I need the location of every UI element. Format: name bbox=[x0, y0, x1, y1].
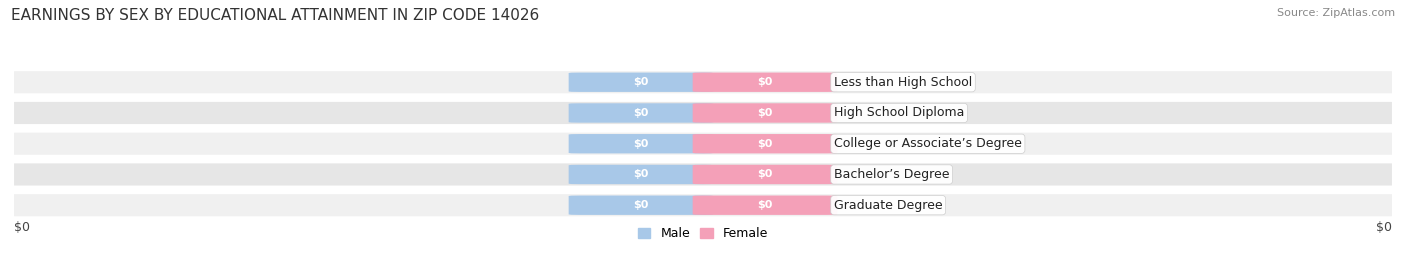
FancyBboxPatch shape bbox=[568, 165, 713, 184]
Text: EARNINGS BY SEX BY EDUCATIONAL ATTAINMENT IN ZIP CODE 14026: EARNINGS BY SEX BY EDUCATIONAL ATTAINMEN… bbox=[11, 8, 540, 23]
FancyBboxPatch shape bbox=[568, 134, 713, 153]
FancyBboxPatch shape bbox=[693, 103, 838, 123]
FancyBboxPatch shape bbox=[14, 102, 1392, 124]
Text: Graduate Degree: Graduate Degree bbox=[834, 199, 942, 212]
Text: $0: $0 bbox=[1376, 221, 1392, 233]
Text: $0: $0 bbox=[633, 169, 648, 179]
Text: $0: $0 bbox=[633, 200, 648, 210]
Text: Bachelor’s Degree: Bachelor’s Degree bbox=[834, 168, 949, 181]
Text: $0: $0 bbox=[758, 169, 773, 179]
Text: $0: $0 bbox=[758, 108, 773, 118]
Text: Less than High School: Less than High School bbox=[834, 76, 972, 89]
FancyBboxPatch shape bbox=[14, 163, 1392, 186]
FancyBboxPatch shape bbox=[568, 103, 713, 123]
Text: $0: $0 bbox=[14, 221, 30, 233]
FancyBboxPatch shape bbox=[568, 196, 713, 215]
FancyBboxPatch shape bbox=[14, 71, 1392, 93]
FancyBboxPatch shape bbox=[693, 73, 838, 92]
Text: $0: $0 bbox=[758, 200, 773, 210]
FancyBboxPatch shape bbox=[693, 165, 838, 184]
Text: $0: $0 bbox=[633, 108, 648, 118]
Text: $0: $0 bbox=[758, 139, 773, 149]
FancyBboxPatch shape bbox=[568, 73, 713, 92]
Text: Source: ZipAtlas.com: Source: ZipAtlas.com bbox=[1277, 8, 1395, 18]
Text: $0: $0 bbox=[633, 77, 648, 87]
Text: High School Diploma: High School Diploma bbox=[834, 107, 965, 119]
Text: $0: $0 bbox=[758, 77, 773, 87]
FancyBboxPatch shape bbox=[693, 134, 838, 153]
Text: College or Associate’s Degree: College or Associate’s Degree bbox=[834, 137, 1022, 150]
FancyBboxPatch shape bbox=[14, 133, 1392, 155]
Text: $0: $0 bbox=[633, 139, 648, 149]
FancyBboxPatch shape bbox=[693, 196, 838, 215]
FancyBboxPatch shape bbox=[14, 194, 1392, 216]
Legend: Male, Female: Male, Female bbox=[633, 222, 773, 245]
